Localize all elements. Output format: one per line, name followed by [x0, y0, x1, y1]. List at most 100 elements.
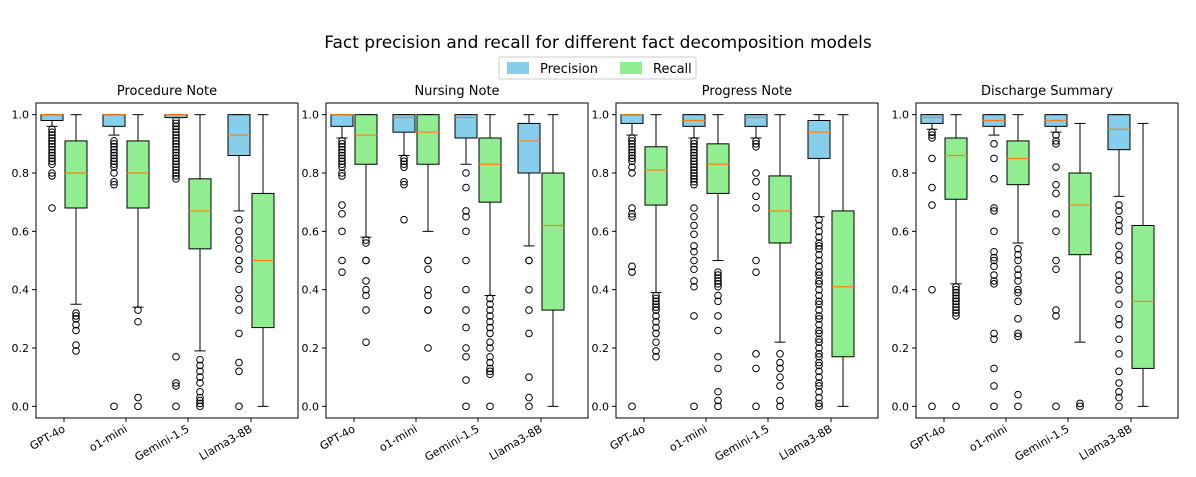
outlier-point — [714, 291, 722, 300]
outlier-point — [134, 393, 142, 402]
outlier-point — [196, 396, 204, 405]
outlier-point — [172, 160, 180, 169]
outlier-point — [1052, 163, 1060, 171]
outlier-point — [928, 128, 936, 136]
outlier-point — [928, 154, 936, 163]
box-precision-o1-mini — [982, 114, 1006, 411]
outlier-point — [338, 151, 346, 160]
outlier-point — [952, 297, 960, 306]
outlier-point — [628, 140, 636, 148]
outlier-point — [172, 125, 180, 134]
outlier-point — [952, 303, 960, 311]
outlier-point — [235, 265, 243, 274]
outlier-point — [990, 207, 998, 215]
outlier-point — [362, 236, 370, 244]
outlier-point — [486, 323, 494, 332]
outlier-point — [1014, 271, 1022, 279]
outlier-point — [752, 177, 760, 186]
outlier-point — [690, 175, 698, 183]
outlier-point — [815, 221, 823, 230]
y-tick-label: 0.6 — [302, 225, 320, 238]
outlier-point — [172, 352, 180, 361]
outlier-point — [400, 157, 408, 166]
outlier-point — [110, 151, 118, 160]
outlier-point — [815, 329, 823, 338]
outlier-point — [525, 285, 533, 294]
outlier-point — [486, 402, 494, 411]
outlier-point — [72, 341, 80, 349]
outlier-point — [1014, 332, 1022, 341]
outlier-point — [48, 134, 56, 142]
outlier-point — [815, 297, 823, 306]
outlier-point — [235, 245, 243, 253]
axes-frame — [325, 102, 589, 419]
box-recall-gpt-4o — [354, 114, 378, 346]
outlier-point — [235, 367, 243, 376]
box-recall-gemini-1.5 — [478, 114, 502, 411]
outlier-point — [235, 306, 243, 314]
box-precision-llama3-8b — [517, 114, 541, 411]
outlier-point — [1115, 402, 1123, 411]
outlier-point — [628, 402, 636, 411]
outlier-point — [1076, 399, 1084, 408]
outlier-point — [48, 140, 56, 148]
outlier-point — [338, 160, 346, 169]
outlier-point — [400, 215, 408, 224]
outlier-point — [714, 297, 722, 306]
y-tick-label: 0.2 — [12, 342, 30, 355]
outlier-point — [1052, 210, 1060, 218]
outlier-point — [110, 177, 118, 186]
box-recall-o1-mini — [126, 114, 150, 411]
iqr-box — [920, 114, 944, 124]
outlier-point — [338, 227, 346, 236]
outlier-point — [1014, 277, 1022, 285]
outlier-point — [652, 352, 660, 361]
x-tick-label: Llama3-8B — [197, 422, 255, 463]
outlier-point — [990, 402, 998, 411]
outlier-point — [462, 352, 470, 361]
outlier-point — [172, 157, 180, 166]
box-recall-llama3-8b — [1131, 122, 1155, 407]
box-precision-gpt-4o — [620, 114, 644, 411]
outlier-point — [815, 382, 823, 390]
y-tick-label: 0.2 — [892, 342, 910, 355]
outlier-point — [110, 163, 118, 171]
outlier-point — [1014, 285, 1022, 294]
outlier-point — [110, 142, 118, 151]
panel-0: Procedure Note 0.0 0.2 0.4 0.6 0.8 1.0 GPT-4o o1… — [12, 84, 299, 464]
outlier-point — [486, 338, 494, 346]
iqr-box — [354, 114, 378, 165]
outlier-point — [338, 169, 346, 177]
outlier-point — [48, 172, 56, 180]
figure-title: Fact precision and recall for different … — [324, 33, 872, 53]
outlier-point — [48, 204, 56, 212]
outlier-point — [652, 317, 660, 326]
outlier-point — [690, 154, 698, 163]
outlier-point — [362, 291, 370, 300]
box-precision-gemini-1.5 — [744, 114, 768, 411]
outlier-point — [172, 172, 180, 180]
box-recall-gemini-1.5 — [768, 114, 792, 411]
legend-precision-label: Precision — [540, 62, 598, 77]
iqr-box — [188, 178, 212, 250]
y-tick-label: 0.8 — [302, 167, 320, 180]
outlier-point — [714, 326, 722, 335]
axes-frame — [35, 102, 299, 419]
outlier-point — [815, 387, 823, 396]
y-tick-label: 0.0 — [892, 400, 910, 413]
outlier-point — [362, 306, 370, 314]
outlier-point — [134, 317, 142, 326]
outlier-point — [628, 142, 636, 151]
outlier-point — [714, 277, 722, 285]
y-tick-label: 0.8 — [12, 167, 30, 180]
outlier-point — [628, 262, 636, 271]
outlier-point — [172, 382, 180, 390]
outlier-point — [462, 212, 470, 221]
box-recall-llama3-8b — [251, 114, 275, 407]
outlier-point — [196, 399, 204, 408]
box-recall-gemini-1.5 — [1068, 122, 1092, 411]
y-tick-label: 0.6 — [892, 225, 910, 238]
outlier-point — [690, 204, 698, 212]
outlier-point — [1115, 367, 1123, 376]
